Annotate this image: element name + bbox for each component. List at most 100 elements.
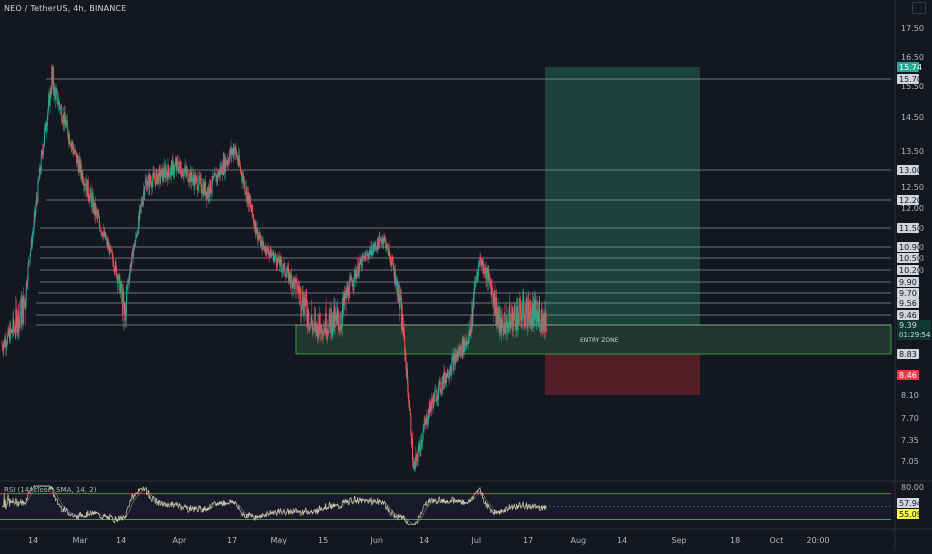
- candle-body: [154, 178, 156, 180]
- candle-body: [359, 258, 361, 265]
- candle-body: [485, 267, 487, 279]
- time-tick-label[interactable]: May: [271, 536, 288, 545]
- candle-body: [54, 86, 56, 96]
- price-label-badge[interactable]: [897, 62, 919, 72]
- candle-body: [169, 173, 171, 175]
- candle-body: [262, 241, 264, 250]
- maximize-icon[interactable]: [912, 2, 926, 14]
- candle-body: [528, 319, 530, 326]
- candle-body: [51, 66, 53, 83]
- candle-body: [175, 162, 177, 165]
- candle-body: [305, 292, 307, 300]
- candle-body: [455, 355, 457, 363]
- candle-body: [339, 328, 341, 330]
- time-tick-label[interactable]: 14: [617, 536, 627, 545]
- time-tick-label[interactable]: Oct: [770, 536, 784, 545]
- price-tick-label[interactable]: 15.50: [901, 82, 924, 91]
- price-label-badge[interactable]: [897, 349, 919, 359]
- time-tick-label[interactable]: Jun: [370, 536, 384, 545]
- candle-body: [10, 327, 12, 332]
- price-tick-label[interactable]: 8.10: [901, 391, 919, 400]
- price-tick-label[interactable]: 12.50: [901, 183, 924, 192]
- candle-body: [451, 360, 453, 374]
- price-label-badge[interactable]: [897, 74, 919, 84]
- candle-body: [298, 289, 300, 294]
- time-tick-label[interactable]: Sep: [672, 536, 687, 545]
- price-label-badge[interactable]: [897, 242, 919, 252]
- candle-body: [101, 231, 103, 236]
- candle-body: [218, 169, 220, 174]
- candle-body: [25, 282, 27, 301]
- time-tick-label[interactable]: 20:00: [807, 536, 830, 545]
- candle-body: [99, 224, 101, 231]
- price-tick-label[interactable]: 7.05: [901, 457, 919, 466]
- price-label-badge[interactable]: [897, 310, 919, 320]
- candle-body: [382, 238, 384, 241]
- entry-zone-box[interactable]: [295, 324, 892, 355]
- candle-body: [529, 300, 531, 326]
- price-label-badge[interactable]: [897, 265, 919, 275]
- time-tick-label[interactable]: Apr: [173, 536, 188, 545]
- price-tick-label[interactable]: 7.35: [901, 436, 919, 445]
- candle-body: [323, 331, 325, 333]
- candle-body: [78, 159, 80, 163]
- candle-body: [144, 187, 146, 196]
- symbol-title[interactable]: NEO / TetherUS, 4h, BINANCE: [4, 4, 127, 13]
- price-label-badge[interactable]: [897, 370, 919, 380]
- candle-body: [372, 245, 374, 250]
- candle-body: [50, 90, 52, 95]
- candle-body: [289, 272, 291, 280]
- candle-body: [217, 171, 219, 178]
- price-label-badge[interactable]: [897, 195, 919, 205]
- candle-body: [282, 269, 284, 271]
- candle-body: [516, 306, 518, 313]
- candle-body: [445, 378, 447, 383]
- time-tick-label[interactable]: 14: [28, 536, 38, 545]
- candle-body: [477, 273, 479, 277]
- time-tick-label[interactable]: 17: [227, 536, 237, 545]
- price-label-badge[interactable]: [897, 165, 919, 175]
- price-tick-label[interactable]: 13.50: [901, 147, 924, 156]
- candle-body: [403, 327, 405, 336]
- candle-body: [32, 233, 34, 237]
- time-tick-label[interactable]: Mar: [73, 536, 89, 545]
- candle-body: [44, 123, 46, 131]
- price-label-badge[interactable]: [897, 277, 919, 287]
- price-tick-label[interactable]: 14.50: [901, 113, 924, 122]
- price-label-badge[interactable]: [897, 288, 919, 298]
- candle-body: [209, 179, 211, 197]
- candle-body: [140, 205, 142, 207]
- price-label-badge[interactable]: [897, 298, 919, 308]
- candle-body: [179, 161, 181, 168]
- price-tick-label[interactable]: 16.50: [901, 53, 924, 62]
- time-tick-label[interactable]: 15: [318, 536, 328, 545]
- price-tick-label[interactable]: 7.70: [901, 414, 919, 423]
- candle-body: [53, 90, 55, 96]
- price-label-badge[interactable]: [897, 223, 919, 233]
- rsi-indicator-title[interactable]: RSI (14, close, SMA, 14, 2): [4, 486, 97, 494]
- price-label-badge[interactable]: [897, 253, 919, 263]
- time-tick-label[interactable]: 14: [419, 536, 429, 545]
- candle-body: [437, 395, 439, 399]
- candle-body: [391, 256, 393, 261]
- candle-body: [96, 212, 98, 217]
- time-tick-label[interactable]: 18: [730, 536, 740, 545]
- candle-body: [439, 380, 441, 392]
- candle-body: [300, 288, 302, 306]
- candle-body: [81, 172, 83, 179]
- time-tick-label[interactable]: Jul: [471, 536, 482, 545]
- price-tick-label[interactable]: 12.00: [901, 204, 924, 213]
- time-tick-label[interactable]: 17: [523, 536, 533, 545]
- candle-body: [286, 267, 288, 273]
- time-tick-label[interactable]: Aug: [571, 536, 587, 545]
- candle-body: [318, 332, 320, 338]
- rsi-sma-text: 55.09: [899, 510, 922, 519]
- candle-body: [451, 357, 453, 361]
- price-tick-label[interactable]: 17.50: [901, 24, 924, 33]
- candle-body: [325, 312, 327, 334]
- candle-body: [8, 331, 10, 336]
- candle-body: [316, 324, 318, 329]
- time-tick-label[interactable]: 14: [116, 536, 126, 545]
